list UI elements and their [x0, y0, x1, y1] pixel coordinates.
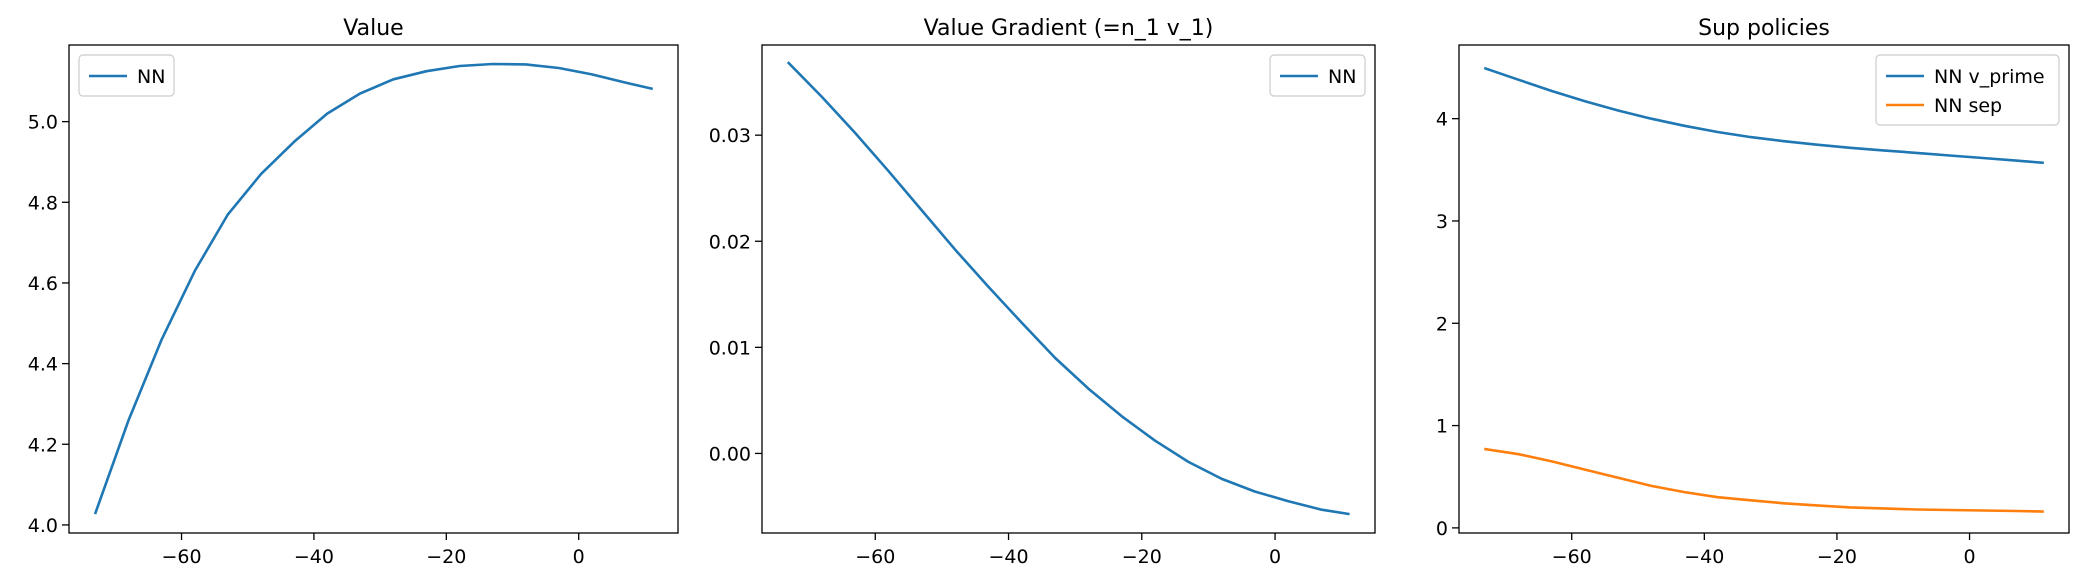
y-tick-label: 0.00 [709, 443, 751, 465]
chart-panel-1: Value −60 −40 −20 0 4.0 4.2 4.4 4.6 4.8 5.0 NN [28, 16, 679, 568]
series-line-1 [786, 61, 1350, 516]
x-tick-label: −40 [1684, 546, 1724, 568]
legend-label: NN [137, 66, 165, 88]
y-tick-label: 4.4 [28, 354, 58, 376]
x-tick-label: −20 [426, 546, 466, 568]
legend-label: NN [1328, 66, 1356, 88]
y-tick-label: 1 [1436, 416, 1448, 438]
plot-frame [761, 44, 1376, 534]
legend-box [1875, 54, 2060, 126]
plot-frame [1458, 44, 2070, 534]
legend: NN [78, 54, 175, 97]
chart-title: Sup policies [1698, 16, 1830, 41]
x-tick-label: 0 [1269, 546, 1281, 568]
y-tick-label: 3 [1436, 211, 1448, 233]
series-line-1 [93, 62, 654, 515]
y-tick-label: 2 [1436, 313, 1448, 335]
series-line-2 [1484, 447, 2044, 513]
chart-title: Value [343, 16, 403, 41]
legend-label: NN v_prime [1934, 66, 2045, 88]
y-tick-label: 0 [1436, 518, 1448, 540]
chart-title: Value Gradient (=n_1 v_1) [924, 16, 1214, 41]
y-tick-label: 4.0 [28, 515, 58, 537]
x-tick-label: 0 [1963, 546, 1975, 568]
chart-panel-2: Value Gradient (=n_1 v_1) −60 −40 −20 0 0.00 0… [709, 16, 1376, 568]
y-tick-label: 4 [1436, 109, 1448, 131]
legend: NN v_prime NN sep [1875, 54, 2060, 126]
series-line-1 [1483, 66, 2044, 165]
x-tick-label: −20 [1122, 546, 1162, 568]
x-tick-label: −60 [161, 546, 201, 568]
y-tick-label: 4.2 [28, 434, 58, 456]
y-tick-label: 0.01 [709, 337, 751, 359]
legend-label: NN sep [1934, 95, 2002, 117]
y-tick-label: 5.0 [28, 112, 58, 134]
x-tick-label: −60 [1552, 546, 1592, 568]
x-tick-label: −40 [294, 546, 334, 568]
x-tick-label: −40 [988, 546, 1028, 568]
x-tick-label: −60 [855, 546, 895, 568]
y-tick-label: 0.03 [709, 125, 751, 147]
legend: NN [1269, 54, 1366, 97]
x-tick-label: −20 [1817, 546, 1857, 568]
plot-frame [68, 44, 679, 534]
y-tick-label: 4.8 [28, 192, 58, 214]
x-tick-label: 0 [573, 546, 585, 568]
y-tick-label: 0.02 [709, 231, 751, 253]
y-tick-label: 4.6 [28, 273, 58, 295]
